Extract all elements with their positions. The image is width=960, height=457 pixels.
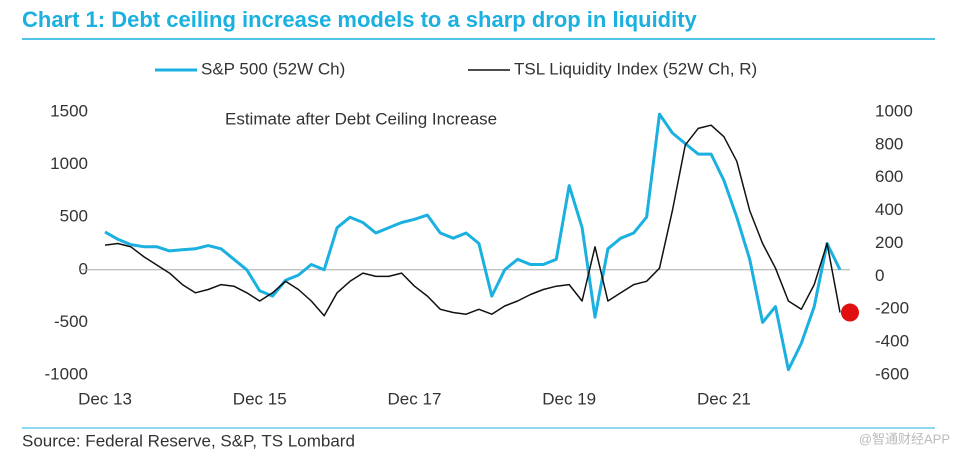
y2-tick-label: -200 [875,299,909,318]
y-tick-label: 1500 [50,101,88,120]
x-tick-label: Dec 19 [542,389,596,408]
watermark: @智通财经APP [859,431,950,446]
legend-label: S&P 500 (52W Ch) [201,59,345,78]
y-tick-label: -1000 [45,364,88,383]
y2-tick-label: 0 [875,266,884,285]
legend-label: TSL Liquidity Index (52W Ch, R) [514,59,757,78]
y2-tick-label: 600 [875,167,903,186]
y2-tick-label: 200 [875,233,903,252]
y2-tick-label: 800 [875,134,903,153]
series-line [104,124,841,317]
y-tick-label: 0 [79,259,88,278]
y2-tick-label: -600 [875,364,909,383]
y-tick-label: -500 [54,312,88,331]
x-tick-label: Dec 15 [233,389,287,408]
y2-tick-label: -400 [875,332,909,351]
y2-tick-label: 1000 [875,101,913,120]
end-marker [841,303,859,322]
source: Source: Federal Reserve, S&P, TS Lombard [22,431,355,450]
annotation: Estimate after Debt Ceiling Increase [225,109,497,128]
x-tick-label: Dec 21 [697,389,751,408]
x-tick-label: Dec 13 [78,389,132,408]
x-tick-label: Dec 17 [388,389,442,408]
y-tick-label: 500 [60,207,88,226]
y-tick-label: 1000 [50,154,88,173]
y2-tick-label: 400 [875,200,903,219]
series-line [104,112,842,372]
chart-title: Chart 1: Debt ceiling increase models to… [22,7,698,32]
